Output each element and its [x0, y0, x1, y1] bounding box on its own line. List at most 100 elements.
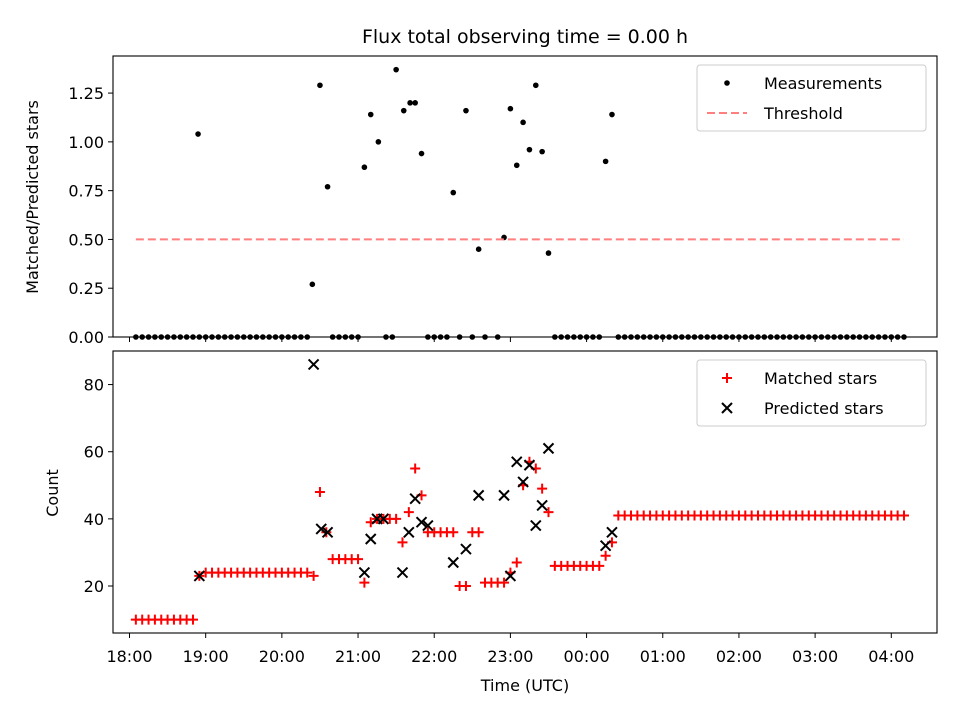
data-point [539, 148, 545, 155]
data-point [361, 164, 368, 171]
data-point [460, 543, 472, 555]
data-point [410, 463, 421, 474]
data-point [317, 82, 323, 89]
data-point [473, 527, 484, 538]
data-point [415, 516, 428, 528]
ratio-y-axis: 0.00 0.25 0.50 0.75 1.00 1.25 [68, 84, 113, 347]
data-point [513, 162, 520, 169]
data-point [463, 107, 469, 114]
x-tick-label: 22:00 [411, 647, 457, 666]
ratio-legend: Measurements Threshold [696, 64, 927, 132]
data-point [460, 581, 471, 591]
data-point [412, 100, 418, 106]
y-tick-label: 0.25 [68, 279, 104, 298]
data-point [511, 456, 523, 468]
series-matched-stars [130, 456, 909, 625]
count-legend: Matched stars Predicted stars [696, 359, 927, 427]
ratio-plot-frame [112, 55, 938, 338]
legend-box [696, 359, 927, 427]
y-tick-label: 20 [84, 577, 104, 596]
data-point [393, 66, 399, 73]
data-point [517, 476, 529, 488]
data-point [609, 111, 615, 118]
data-point [602, 158, 609, 165]
data-point [499, 577, 510, 588]
data-point [195, 131, 201, 137]
data-point [532, 82, 539, 89]
data-point [511, 557, 522, 568]
ratio-y-axis-label: Matched/Predicted stars [23, 100, 42, 294]
data-point [302, 567, 313, 578]
data-point [450, 189, 457, 196]
legend-label: Measurements [764, 74, 882, 93]
y-tick-label: 60 [84, 443, 104, 462]
data-point [600, 550, 611, 561]
x-tick-label: 00:00 [564, 647, 610, 666]
data-point [606, 526, 618, 538]
data-point [358, 566, 371, 579]
count-x-axis: 18:00 19:00 20:00 21:00 22:00 23:00 00:00 01:00… [106, 633, 914, 666]
data-point [526, 146, 533, 153]
count-y-axis-label: Count [43, 469, 62, 517]
data-point [418, 150, 425, 157]
count-x-axis-label: Time (UTC) [480, 676, 569, 695]
data-point [475, 246, 482, 252]
x-tick-label: 01:00 [640, 647, 686, 666]
x-tick-label: 18:00 [106, 647, 152, 666]
x-tick-label: 19:00 [183, 647, 229, 666]
legend-marker [724, 80, 730, 86]
y-tick-label: 40 [84, 510, 104, 529]
data-point [314, 487, 325, 497]
legend-label: Threshold [763, 104, 843, 123]
data-point [543, 507, 554, 518]
data-point [594, 560, 605, 571]
data-point [407, 100, 413, 106]
figure-title: Flux total observing time = 0.00 h [362, 26, 688, 48]
data-point [536, 499, 548, 512]
data-point [898, 510, 909, 521]
data-point [537, 483, 548, 494]
data-point [315, 523, 327, 535]
series-predicted-stars [193, 358, 618, 582]
y-tick-label: 0.75 [68, 182, 104, 201]
data-point [353, 554, 364, 565]
count-panel: 20 40 60 80 18:00 19:00 20:00 21:00 22:00 23:00 0… [43, 350, 938, 695]
y-tick-label: 0.00 [68, 328, 104, 347]
data-point [193, 570, 206, 582]
data-point [472, 489, 485, 502]
data-point [403, 507, 414, 518]
data-point [498, 489, 510, 502]
data-point [321, 526, 334, 538]
data-point [396, 566, 409, 579]
data-point [403, 526, 415, 538]
data-point [377, 513, 390, 525]
legend-label: Matched stars [764, 369, 877, 388]
data-point [520, 119, 526, 126]
data-point [397, 537, 408, 548]
x-tick-label: 23:00 [487, 647, 533, 666]
data-point [359, 577, 370, 588]
data-point [308, 570, 319, 581]
data-point [422, 519, 434, 532]
data-point [447, 556, 459, 569]
data-point [324, 183, 331, 190]
y-tick-label: 1.25 [68, 84, 104, 103]
legend-label: Predicted stars [764, 399, 884, 418]
ratio-panel: 0.00 0.25 0.50 0.75 1.00 1.25 Matched/Predict… [23, 55, 938, 347]
x-tick-label: 04:00 [868, 647, 914, 666]
data-point [530, 519, 542, 532]
data-point [365, 533, 377, 545]
y-tick-label: 80 [84, 376, 104, 395]
data-point [542, 442, 555, 455]
data-point [391, 513, 402, 524]
y-tick-label: 0.50 [68, 230, 104, 249]
y-tick-label: 1.00 [68, 133, 104, 152]
data-point [448, 527, 459, 538]
data-point [367, 111, 374, 118]
data-point [309, 281, 316, 288]
ratio-x-axis [129, 337, 892, 342]
x-tick-label: 20:00 [259, 647, 305, 666]
count-plot-area [130, 358, 909, 625]
legend-marker [721, 402, 733, 414]
